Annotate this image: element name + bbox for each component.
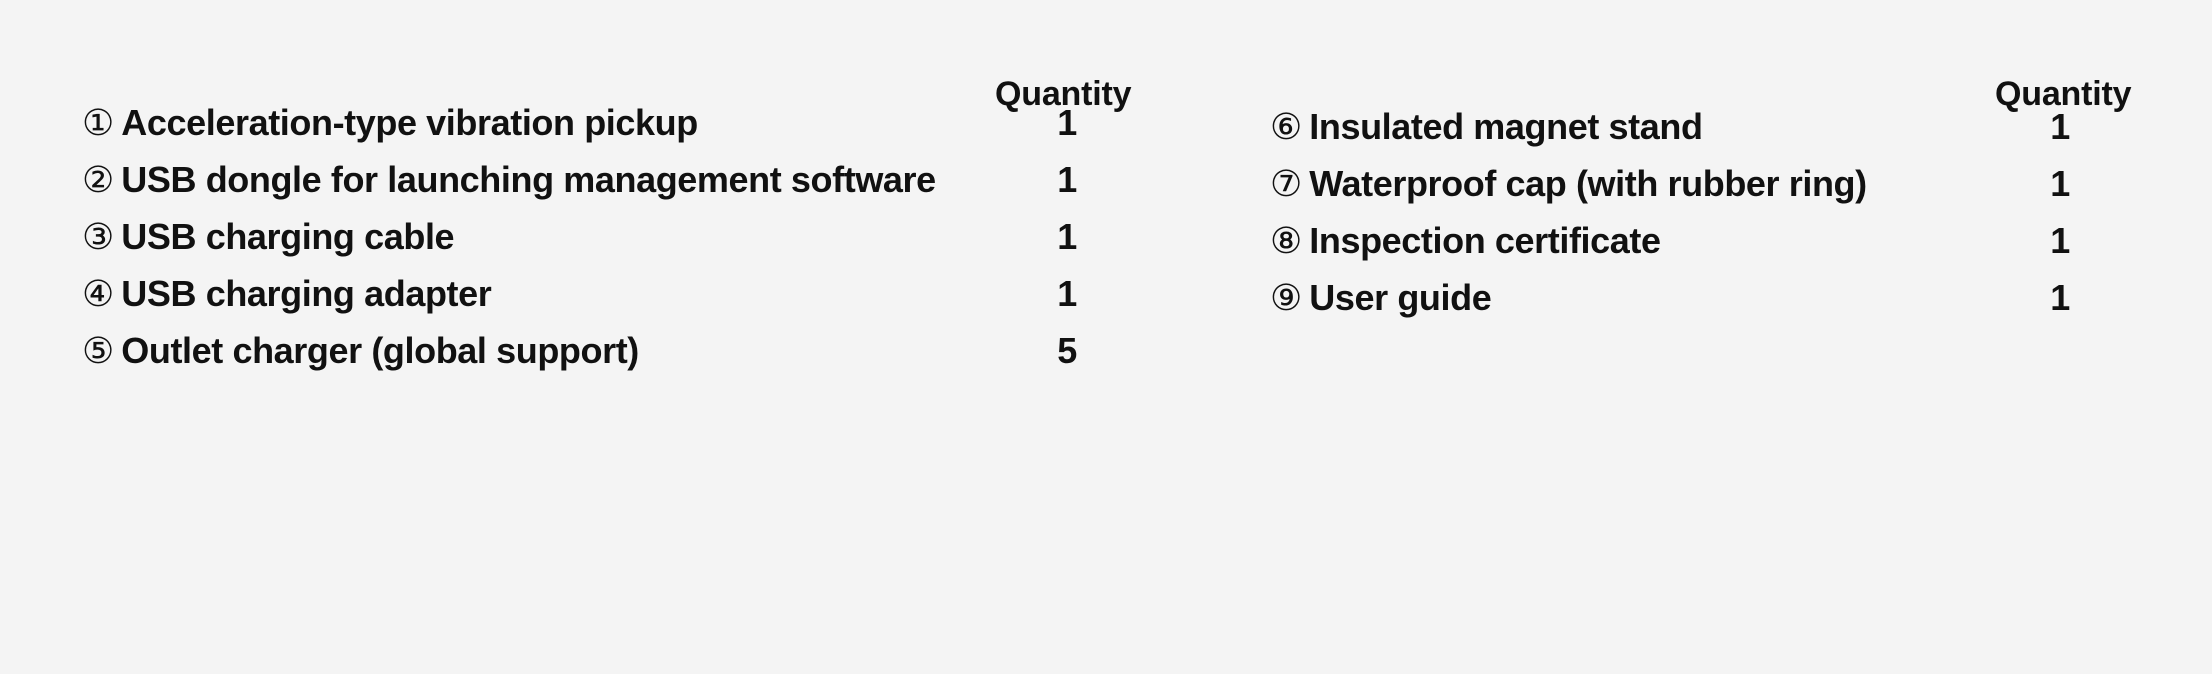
item-quantity: 1 <box>2050 106 2070 147</box>
circled-number-9-icon: ⑨ <box>1270 277 1303 318</box>
circled-number-7-icon: ⑦ <box>1270 163 1303 204</box>
table-row: ⑥ Insulated magnet stand 1 <box>1270 103 2150 151</box>
item-label-text: Insulated magnet stand <box>1309 106 1703 147</box>
item-label-text: User guide <box>1309 277 1492 318</box>
item-label: ⑧ Inspection certificate <box>1270 217 1661 265</box>
item-label-text: Acceleration-type vibration pickup <box>121 102 698 143</box>
item-quantity: 1 <box>1057 102 1077 143</box>
table-row: ① Acceleration-type vibration pickup 1 <box>82 99 1142 147</box>
item-label: ③ USB charging cable <box>82 213 455 261</box>
item-quantity: 1 <box>2050 220 2070 261</box>
item-quantity: 1 <box>1057 159 1077 200</box>
table-row: ⑨ User guide 1 <box>1270 274 2150 322</box>
table-row: ⑦ Waterproof cap (with rubber ring) 1 <box>1270 160 2150 208</box>
item-label-text: Outlet charger (global support) <box>121 330 639 371</box>
table-row: ② USB dongle for launching management sof… <box>82 156 1142 204</box>
column-header-left: Quantity <box>82 74 1142 118</box>
circled-number-1-icon: ① <box>82 102 115 143</box>
item-label: ⑨ User guide <box>1270 274 1492 322</box>
circled-number-2-icon: ② <box>82 159 115 200</box>
item-label: ④ USB charging adapter <box>82 270 492 318</box>
item-quantity: 1 <box>1057 216 1077 257</box>
item-label-text: USB charging cable <box>121 216 455 257</box>
circled-number-5-icon: ⑤ <box>82 330 115 371</box>
quantity-header-left: Quantity <box>995 75 1132 113</box>
item-label-text: Inspection certificate <box>1309 220 1661 261</box>
item-label: ② USB dongle for launching management sof… <box>82 156 936 204</box>
table-row: ③ USB charging cable 1 <box>82 213 1142 261</box>
circled-number-3-icon: ③ <box>82 216 115 257</box>
table-row: ⑤ Outlet charger (global support) 5 <box>82 327 1142 375</box>
item-label: ① Acceleration-type vibration pickup <box>82 99 698 147</box>
item-quantity: 1 <box>2050 163 2070 204</box>
item-label-text: USB charging adapter <box>121 273 492 314</box>
column-header-right: Quantity <box>1270 74 2150 118</box>
table-row: ⑧ Inspection certificate 1 <box>1270 217 2150 265</box>
item-label: ⑥ Insulated magnet stand <box>1270 103 1703 151</box>
item-label: ⑦ Waterproof cap (with rubber ring) <box>1270 160 1867 208</box>
item-quantity: 5 <box>1057 330 1077 371</box>
item-quantity: 1 <box>1057 273 1077 314</box>
quantity-header-right: Quantity <box>1995 75 2132 113</box>
table-row: ④ USB charging adapter 1 <box>82 270 1142 318</box>
item-label-text: USB dongle for launching management soft… <box>121 159 936 200</box>
circled-number-4-icon: ④ <box>82 273 115 314</box>
item-quantity: 1 <box>2050 277 2070 318</box>
circled-number-8-icon: ⑧ <box>1270 220 1303 261</box>
circled-number-6-icon: ⑥ <box>1270 106 1303 147</box>
item-label: ⑤ Outlet charger (global support) <box>82 327 639 375</box>
item-label-text: Waterproof cap (with rubber ring) <box>1309 163 1867 204</box>
